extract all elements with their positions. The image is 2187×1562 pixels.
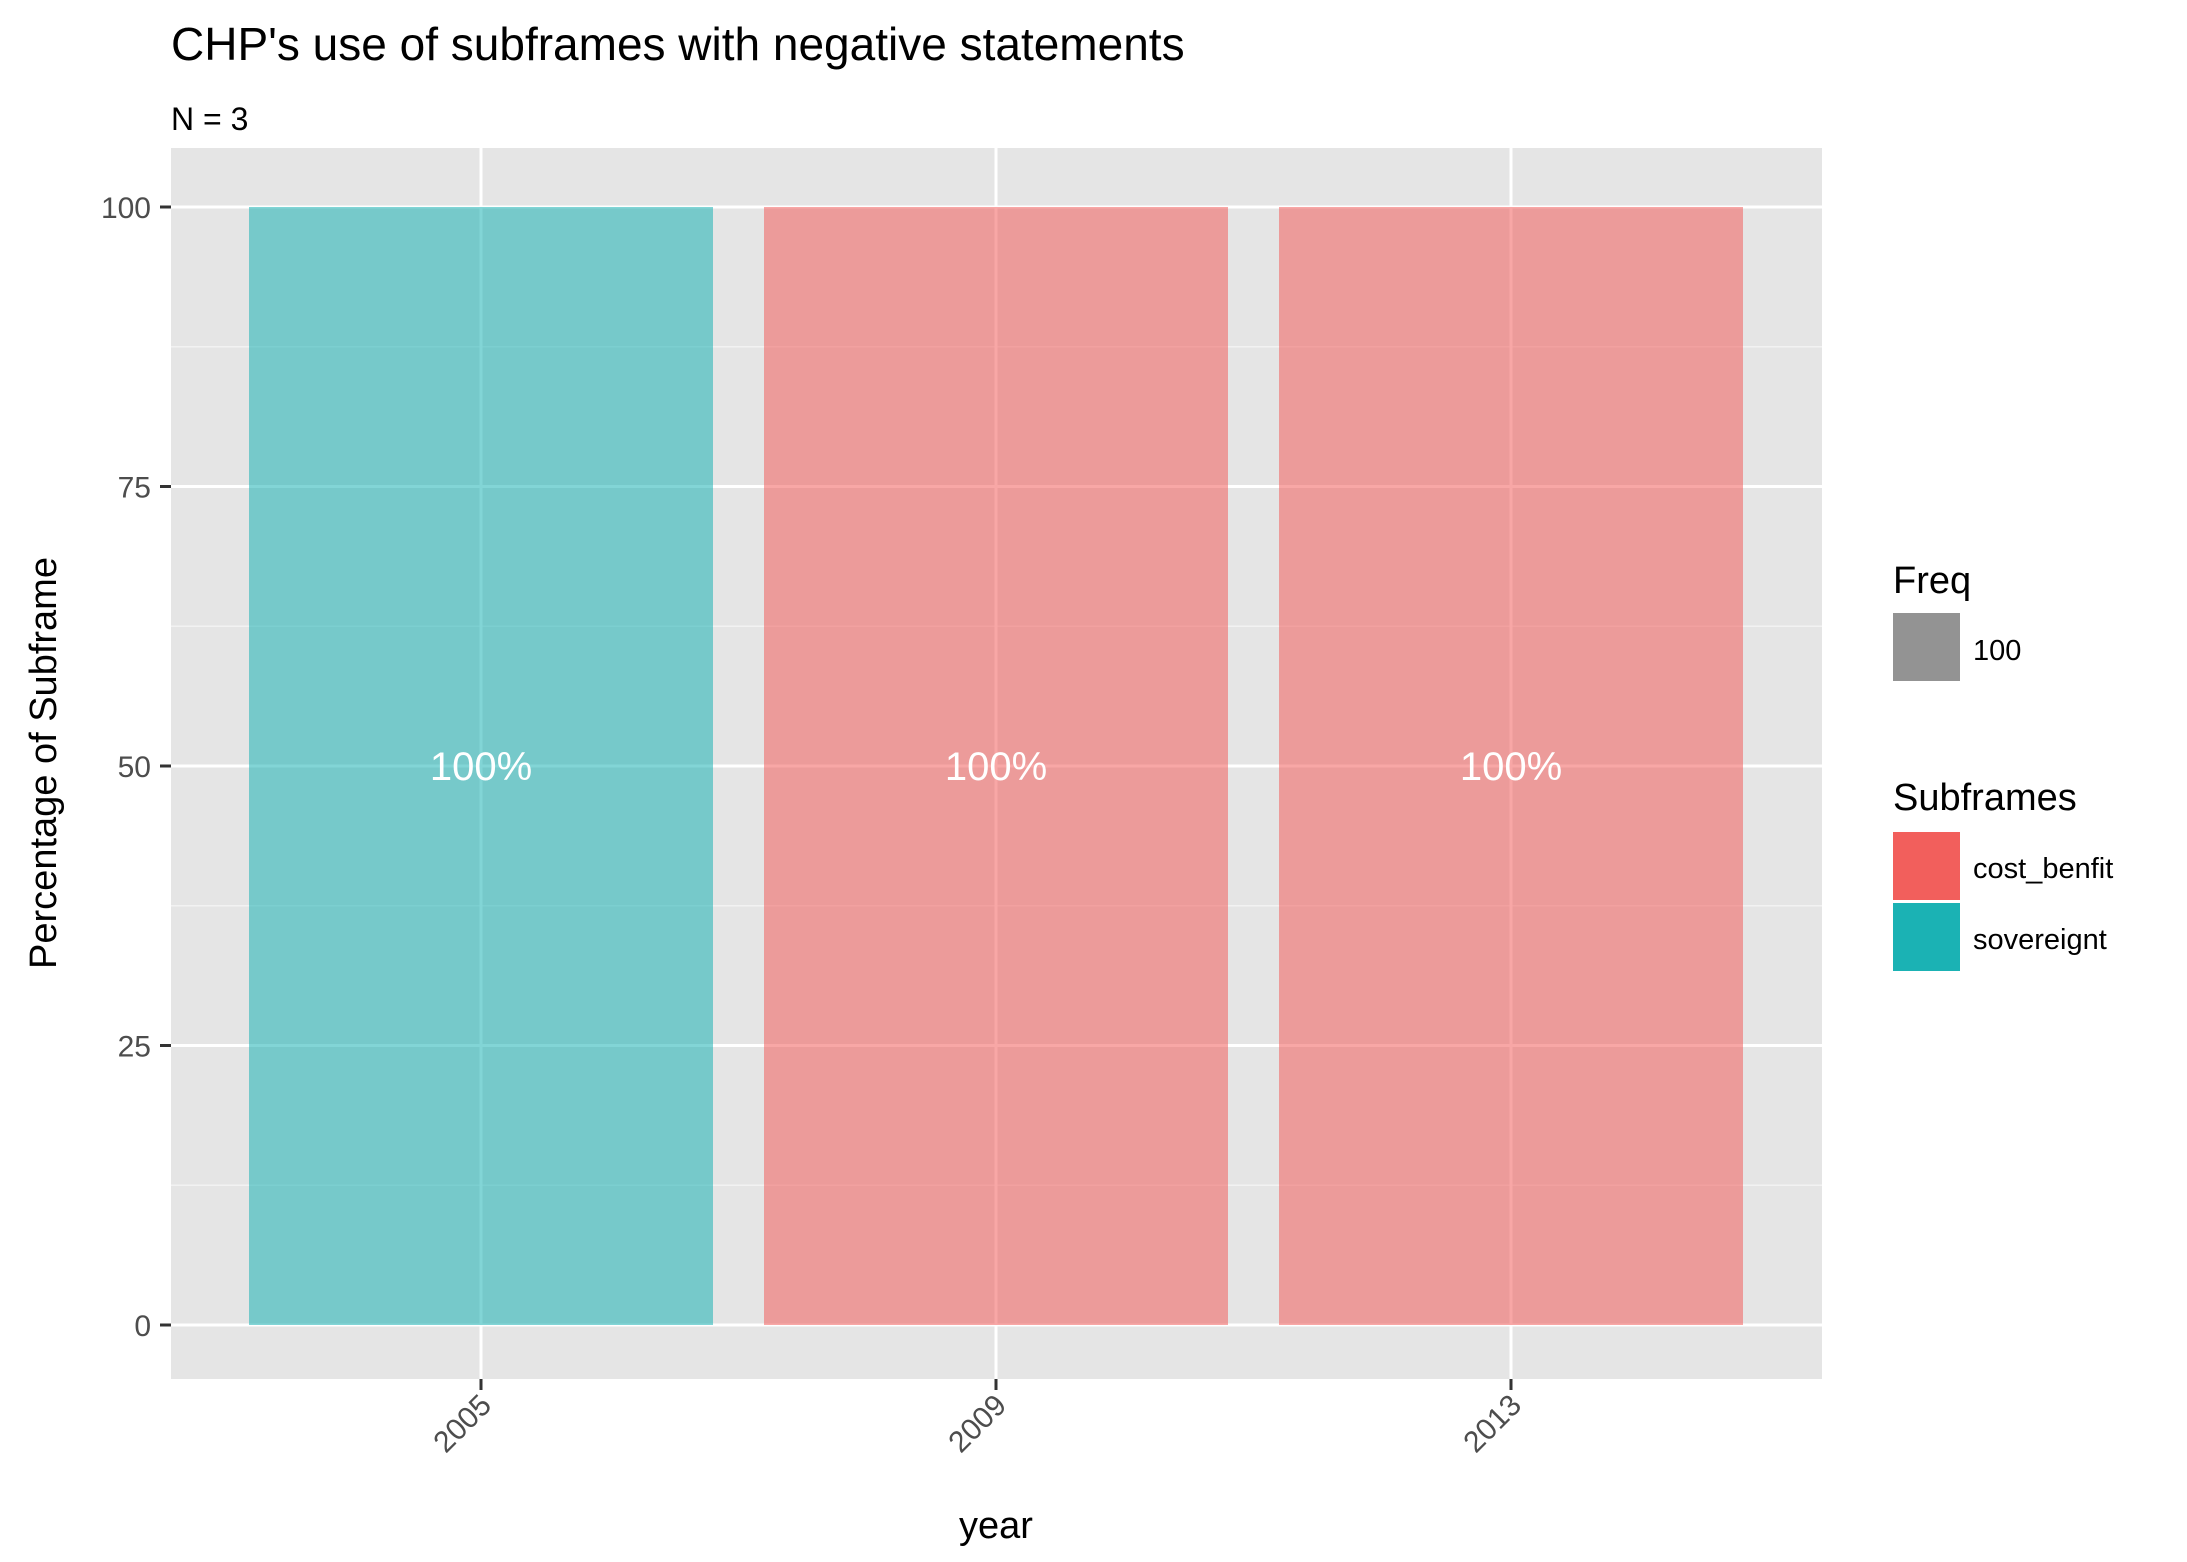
legend-key-cost-benfit	[1893, 832, 1960, 900]
bars	[249, 207, 1743, 1325]
chart-title: CHP's use of subframes with negative sta…	[171, 18, 1185, 70]
chart-subtitle: N = 3	[171, 101, 248, 137]
y-axis-title: Percentage of Subframe	[23, 557, 65, 969]
bar-value-label: 100%	[945, 745, 1047, 789]
y-tick-label: 100	[101, 192, 151, 225]
x-tick-label: 2005	[427, 1389, 498, 1460]
bar-2009	[764, 207, 1228, 1325]
legend-subframes: Subframes cost_benfit sovereignt	[1893, 777, 2113, 971]
bar-2005	[249, 207, 713, 1325]
legend-key-sovereignt	[1893, 903, 1960, 971]
bar-value-label: 100%	[1460, 745, 1562, 789]
legend-freq-label: 100	[1973, 635, 2021, 667]
legend-freq-key	[1893, 613, 1960, 681]
bar-labels: 100% 100% 100%	[430, 745, 1562, 789]
x-axis-title: year	[959, 1505, 1033, 1547]
legend-freq-title: Freq	[1893, 560, 1971, 602]
y-tick-label: 25	[118, 1031, 151, 1064]
bar-value-label: 100%	[430, 745, 532, 789]
legend-subframes-title: Subframes	[1893, 777, 2077, 819]
legend-freq: Freq 100	[1893, 560, 2021, 681]
y-axis: 0 25 50 75 100	[101, 192, 171, 1343]
y-tick-label: 50	[118, 751, 151, 784]
x-axis: 2005 2009 2013	[427, 1379, 1528, 1459]
y-tick-label: 0	[134, 1310, 151, 1343]
legend-label-cost-benfit: cost_benfit	[1973, 853, 2113, 885]
x-tick-label: 2009	[942, 1389, 1013, 1460]
y-tick-label: 75	[118, 472, 151, 505]
x-tick-label: 2013	[1457, 1389, 1528, 1460]
bar-2013	[1279, 207, 1743, 1325]
legend-label-sovereignt: sovereignt	[1973, 924, 2107, 956]
